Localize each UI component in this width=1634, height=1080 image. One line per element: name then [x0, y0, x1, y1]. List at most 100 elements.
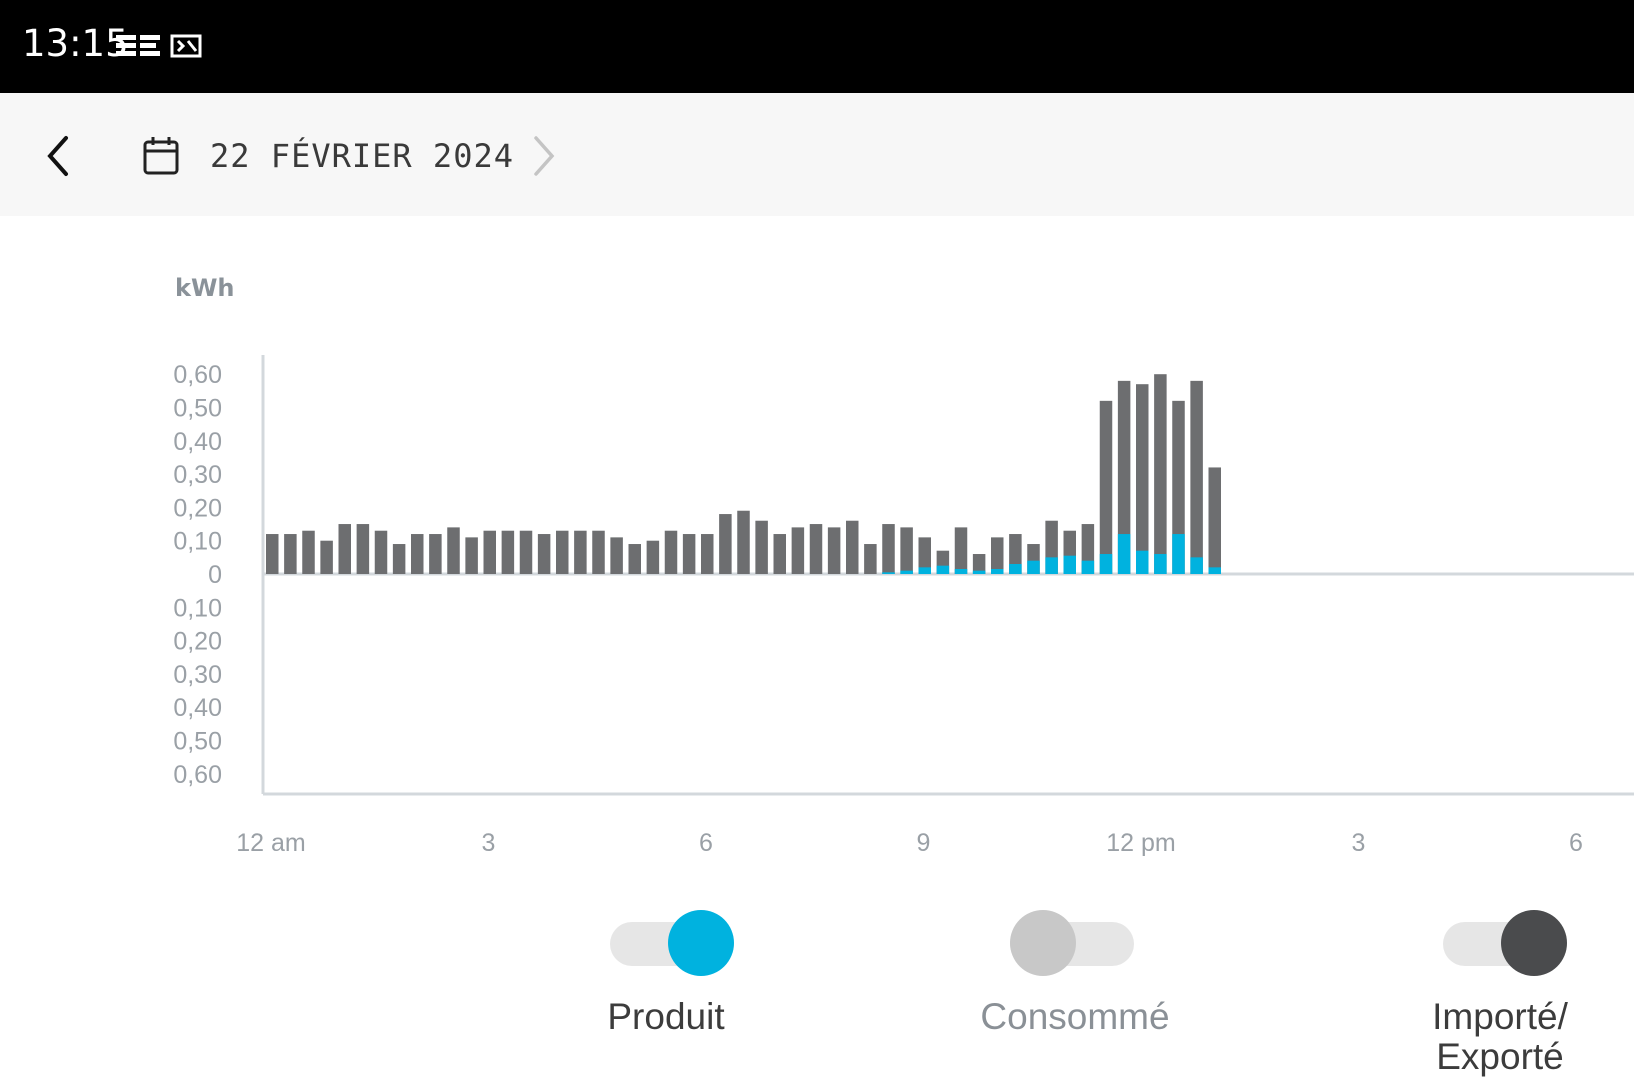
y-tick-label: 0,10 [173, 528, 222, 556]
production-bar [1117, 534, 1131, 574]
consumption-bar [519, 530, 533, 574]
calendar-icon[interactable] [142, 136, 180, 176]
consumed-toggle[interactable] [1010, 910, 1134, 976]
production-bar [1172, 534, 1185, 574]
consumption-bar [900, 527, 913, 574]
imported-exported-toggle[interactable] [1443, 910, 1567, 976]
consumption-bar [556, 530, 569, 574]
chevron-right-icon [534, 136, 555, 176]
chart-bars [266, 374, 1221, 574]
consumption-bar [791, 527, 805, 574]
consumption-bar [737, 510, 750, 574]
y-tick-label: 0,50 [173, 395, 222, 423]
y-tick-label: 0,30 [173, 461, 222, 489]
production-bar [1009, 564, 1022, 574]
back-button[interactable] [36, 126, 80, 186]
production-bar [1063, 555, 1076, 574]
consumption-bar [356, 524, 370, 574]
y-tick-label: 0,40 [173, 694, 222, 722]
consumption-bar [719, 514, 732, 574]
consumption-bar [574, 530, 587, 574]
consumption-bar [646, 540, 660, 574]
energy-chart: kWh 0,60 0,50 0,40 0,30 0,20 0,10 0 0,10 0,20 0,3… [173, 274, 1634, 857]
status-time: 13:15 [22, 22, 129, 65]
production-bar [936, 565, 950, 574]
y-tick-label: 0,40 [173, 428, 222, 456]
y-tick-label: 0 [208, 561, 222, 589]
y-axis-ticks: 0,60 0,50 0,40 0,30 0,20 0,10 0 0,10 0,20 0,30 0,4… [173, 361, 222, 789]
consumption-bar [954, 527, 968, 574]
consumption-bar [1172, 400, 1185, 574]
production-bar [1081, 560, 1095, 574]
consumption-bar [773, 534, 786, 574]
chevron-left-icon [47, 136, 68, 176]
y-tick-label: 0,10 [173, 594, 222, 622]
notification-ok-icon [170, 34, 202, 58]
consumption-bar [483, 530, 496, 574]
x-axis-ticks: 12 am 3 6 9 12 pm 3 6 [236, 829, 1583, 857]
date-header [0, 93, 1634, 216]
consumption-bar [501, 530, 515, 574]
consumption-bar [1154, 374, 1167, 574]
consumption-bar [701, 534, 714, 574]
next-day-button[interactable] [526, 130, 562, 182]
consumption-bar [338, 524, 351, 574]
production-bar [1099, 554, 1113, 574]
imported-exported-label: Importé/ Exporté [1432, 996, 1568, 1077]
consumption-bar [918, 537, 931, 574]
x-tick-label: 6 [1569, 829, 1583, 857]
consumption-bar [755, 520, 768, 574]
consumption-bar [392, 544, 406, 574]
consumption-bar [991, 537, 1004, 574]
consumption-bar [537, 534, 551, 574]
consumption-bar [465, 537, 478, 574]
production-bar [882, 572, 895, 574]
consumption-bar [592, 530, 605, 574]
consumption-bar [628, 544, 641, 574]
x-tick-label: 6 [699, 829, 713, 857]
consumption-bar [266, 534, 279, 574]
y-tick-label: 0,50 [173, 728, 222, 756]
consumption-bar [429, 534, 442, 574]
production-bar [900, 570, 913, 574]
consumption-bar [846, 520, 859, 574]
production-bar [1208, 567, 1221, 574]
x-tick-label: 12 am [236, 829, 305, 857]
consumption-bar [374, 530, 388, 574]
consumption-bar [972, 554, 986, 574]
consumption-bar [610, 537, 623, 574]
consumed-toggle-knob [1010, 910, 1076, 976]
y-tick-label: 0,60 [173, 361, 222, 389]
consumption-bar [1099, 400, 1113, 574]
consumption-bar [320, 540, 333, 574]
status-bar: 13:15 [0, 0, 1634, 93]
consumption-bar [809, 524, 823, 574]
consumed-label: Consommé [980, 996, 1170, 1037]
x-tick-label: 12 pm [1106, 829, 1175, 857]
production-bar [1190, 557, 1203, 574]
consumption-bar [411, 534, 424, 574]
consumption-bar [882, 524, 895, 574]
consumption-bar [1190, 380, 1203, 574]
production-bar [918, 567, 931, 574]
consumption-bar [1117, 380, 1131, 574]
consumption-bar [284, 534, 297, 574]
production-bar [954, 569, 968, 574]
y-tick-label: 0,60 [173, 761, 222, 789]
x-tick-label: 9 [917, 829, 931, 857]
production-bar [972, 570, 986, 574]
production-bar [1154, 554, 1167, 574]
production-bar [991, 569, 1004, 574]
y-tick-label: 0,20 [173, 494, 222, 522]
imported-exported-toggle-knob [1501, 910, 1567, 976]
x-tick-label: 3 [1352, 829, 1366, 857]
consumption-bar [864, 544, 877, 574]
consumption-bar [682, 534, 696, 574]
consumption-bar [664, 530, 678, 574]
consumption-bar [302, 530, 315, 574]
production-bar [1027, 560, 1040, 574]
consumption-bar [1136, 384, 1149, 574]
y-axis-label: kWh [175, 274, 235, 302]
produced-toggle[interactable] [610, 910, 734, 976]
date-label[interactable]: 22 FÉVRIER 2024 [210, 137, 514, 175]
